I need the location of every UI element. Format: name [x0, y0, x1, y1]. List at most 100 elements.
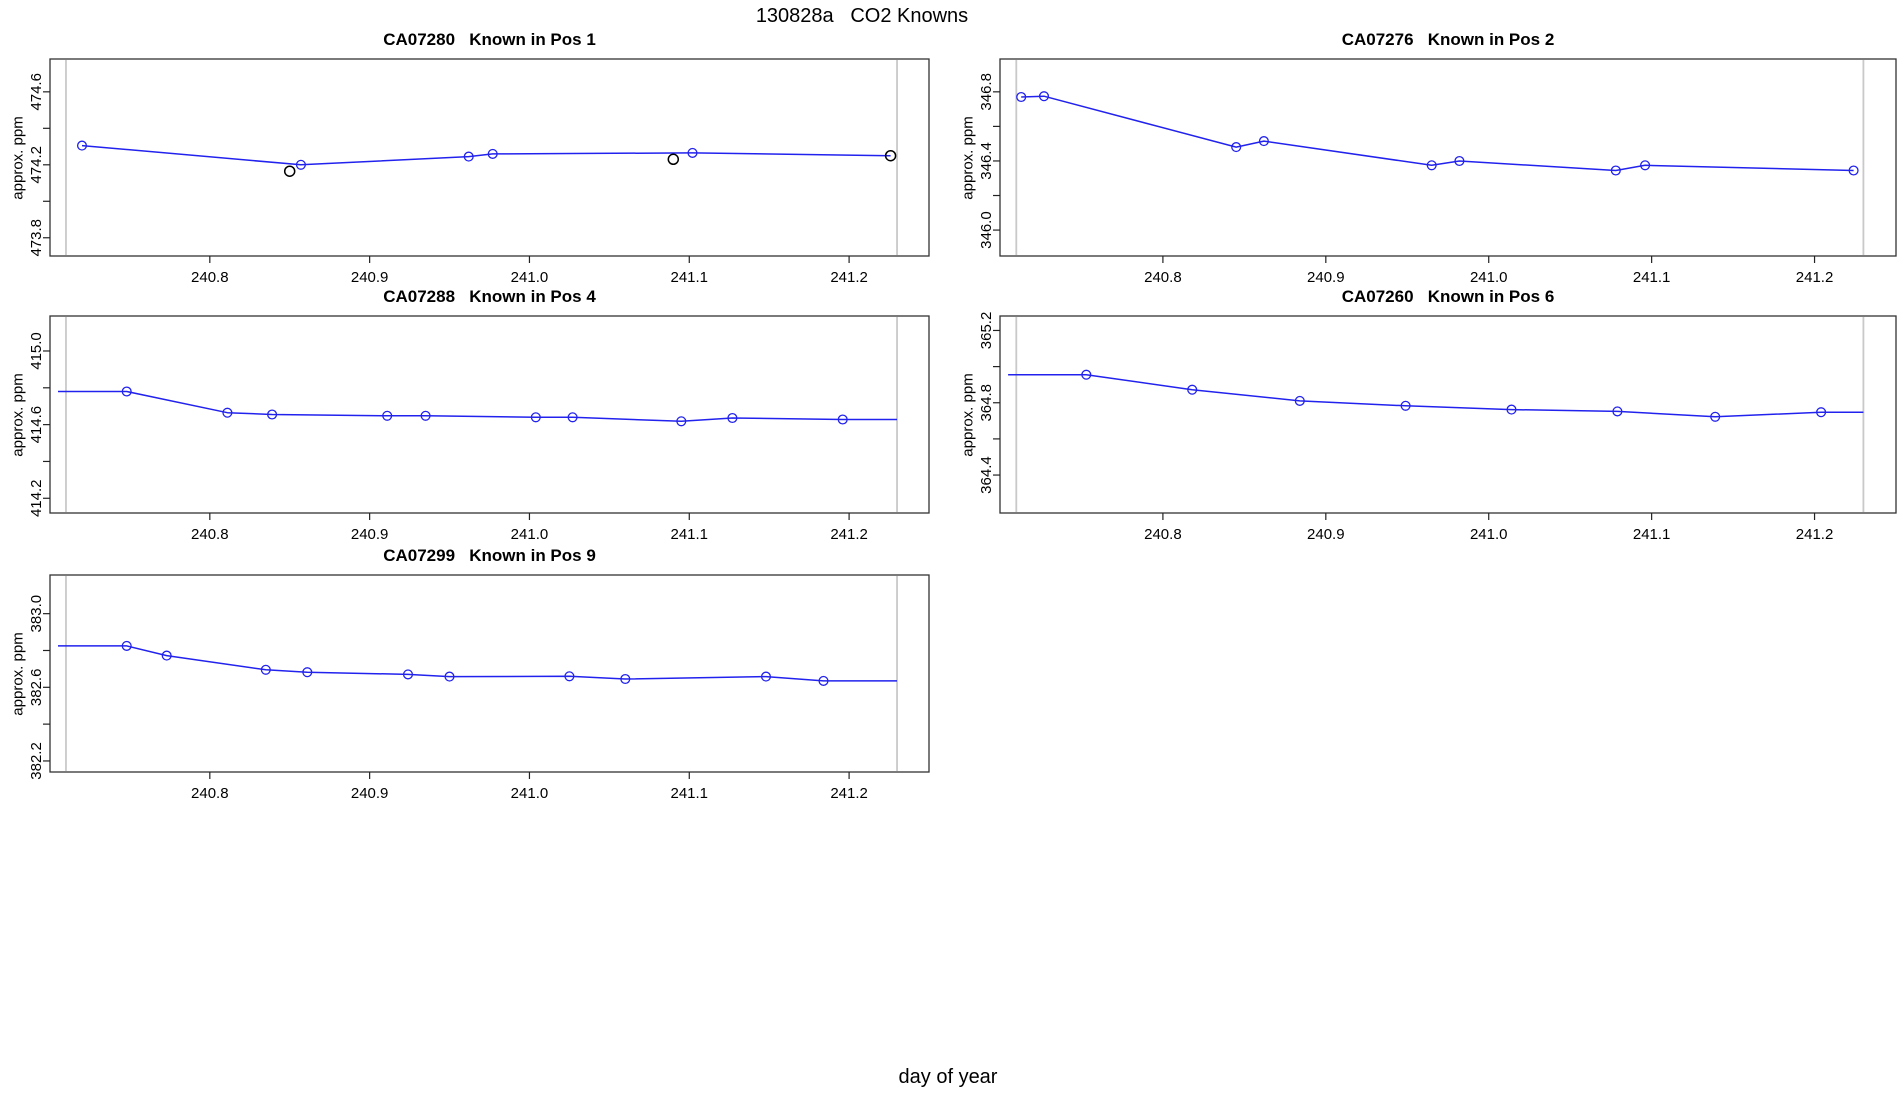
y-tick-label: 346.4 [978, 142, 995, 180]
flagged-point-marker [667, 153, 680, 166]
data-point-marker [1610, 165, 1621, 176]
data-point-marker [760, 671, 772, 682]
data-point-marker [1848, 165, 1859, 176]
y-tick-label: 474.6 [28, 73, 45, 111]
data-point-marker [76, 140, 88, 151]
x-tick-label: 240.9 [1307, 269, 1345, 286]
data-point-marker [161, 650, 172, 661]
data-point-marker [402, 669, 414, 680]
plot-panel-5: 240.8 240.9 241.0 241.1 241.2 382.2 382.6 383.0 [28, 574, 930, 802]
data-point-marker [1426, 160, 1437, 171]
plot-title-3: CA07288 Known in Pos 4 [383, 287, 596, 306]
flagged-point-marker [884, 149, 897, 162]
data-point-marker [463, 151, 474, 162]
x-tick-label: 241.2 [1796, 526, 1834, 543]
x-tick-label: 241.0 [511, 526, 549, 543]
plot-frame [49, 315, 930, 514]
x-tick-label: 240.9 [351, 526, 389, 543]
data-point-marker [676, 416, 687, 427]
x-tick-label: 241.0 [511, 785, 549, 802]
plot-title-1: CA07280 Known in Pos 1 [383, 30, 596, 49]
y-axis-label-5: approx. ppm [9, 631, 27, 716]
x-tick-label: 241.0 [1470, 526, 1508, 543]
data-point-marker [260, 664, 271, 675]
y-tick-label: 474.2 [28, 146, 45, 184]
data-point-marker [382, 410, 393, 421]
data-point-marker [1400, 400, 1411, 411]
data-point-marker [420, 410, 431, 421]
data-point-marker [487, 148, 498, 159]
data-point-marker [1816, 407, 1827, 418]
data-point-marker [1081, 369, 1092, 380]
data-point-marker [444, 671, 455, 682]
y-tick-label: 382.2 [28, 742, 45, 780]
data-point-marker [727, 412, 738, 424]
plot-frame [49, 574, 930, 773]
data-point-marker [1038, 91, 1050, 102]
data-point-marker [1640, 160, 1651, 171]
x-tick-label: 241.2 [830, 269, 868, 286]
data-point-marker [1294, 395, 1305, 406]
y-tick-label: 473.8 [28, 219, 45, 257]
x-tick-label: 241.1 [670, 269, 708, 286]
y-tick-label: 414.6 [28, 406, 45, 444]
plot-panel-4: 240.8 240.9 241.0 241.1 241.2 364.4 364.8 365.2 [978, 312, 1897, 543]
x-tick-label: 241.2 [830, 785, 868, 802]
x-tick-label: 241.0 [511, 269, 549, 286]
x-tick-label: 241.2 [1796, 269, 1834, 286]
data-point-marker [1231, 142, 1242, 153]
series-line-accepted [81, 144, 891, 166]
plot-title-2: CA07276 Known in Pos 2 [1341, 30, 1555, 49]
plot-panel-1: 240.8 240.9 241.0 241.1 241.2 473.8 474.2 474.6 [28, 58, 930, 286]
figure-title: 130828a CO2 Knowns [755, 5, 969, 27]
y-tick-label: 364.8 [978, 384, 995, 422]
y-axis-label-1: approx. ppm [9, 115, 27, 200]
x-tick-label: 240.9 [351, 269, 389, 286]
y-axis-label-4: approx. ppm [959, 372, 977, 457]
plot-title-4: CA07260 Known in Pos 6 [1341, 287, 1555, 306]
data-point-marker [222, 407, 233, 418]
series-line-accepted [1021, 95, 1854, 172]
y-tick-label: 414.2 [28, 479, 45, 517]
x-tick-label: 241.1 [670, 526, 708, 543]
y-tick-label: 346.8 [978, 73, 995, 111]
data-point-marker [1187, 384, 1198, 395]
x-tick-label: 240.8 [191, 785, 229, 802]
data-point-marker [1506, 404, 1517, 415]
data-point-marker [564, 671, 575, 682]
x-tick-label: 241.0 [1470, 269, 1508, 286]
series-line-accepted [1008, 373, 1864, 418]
data-point-marker [1016, 91, 1027, 103]
y-tick-label: 365.2 [978, 312, 995, 350]
x-tick-label: 241.1 [670, 785, 708, 802]
data-point-marker [1710, 411, 1721, 422]
y-axis-label-3: approx. ppm [9, 372, 27, 457]
y-tick-label: 382.6 [28, 669, 45, 707]
y-tick-label: 383.0 [28, 595, 45, 633]
data-point-marker [818, 675, 829, 686]
plot-frame [49, 58, 930, 257]
series-line-accepted [58, 645, 897, 682]
data-point-marker [295, 159, 306, 170]
data-point-marker [121, 640, 132, 651]
y-axis-label-2: approx. ppm [959, 115, 977, 200]
plot-frame [999, 58, 1897, 257]
data-point-marker [620, 673, 631, 685]
series-line-accepted [58, 390, 897, 423]
x-tick-label: 240.9 [351, 785, 389, 802]
data-point-marker [530, 412, 541, 423]
y-tick-label: 415.0 [28, 332, 45, 370]
plot-frame [999, 315, 1897, 514]
plot-panel-3: 240.8 240.9 241.0 241.1 241.2 414.2 414.6 415.0 [28, 315, 930, 543]
data-point-marker [567, 412, 578, 423]
plot-title-5: CA07299 Known in Pos 9 [383, 546, 596, 565]
data-point-marker [1258, 136, 1269, 147]
x-tick-label: 241.1 [1633, 269, 1671, 286]
x-tick-label: 240.8 [191, 526, 229, 543]
y-tick-label: 346.0 [978, 211, 995, 249]
x-tick-label: 240.8 [191, 269, 229, 286]
x-tick-label: 240.8 [1144, 526, 1182, 543]
y-tick-label: 364.4 [978, 456, 995, 494]
